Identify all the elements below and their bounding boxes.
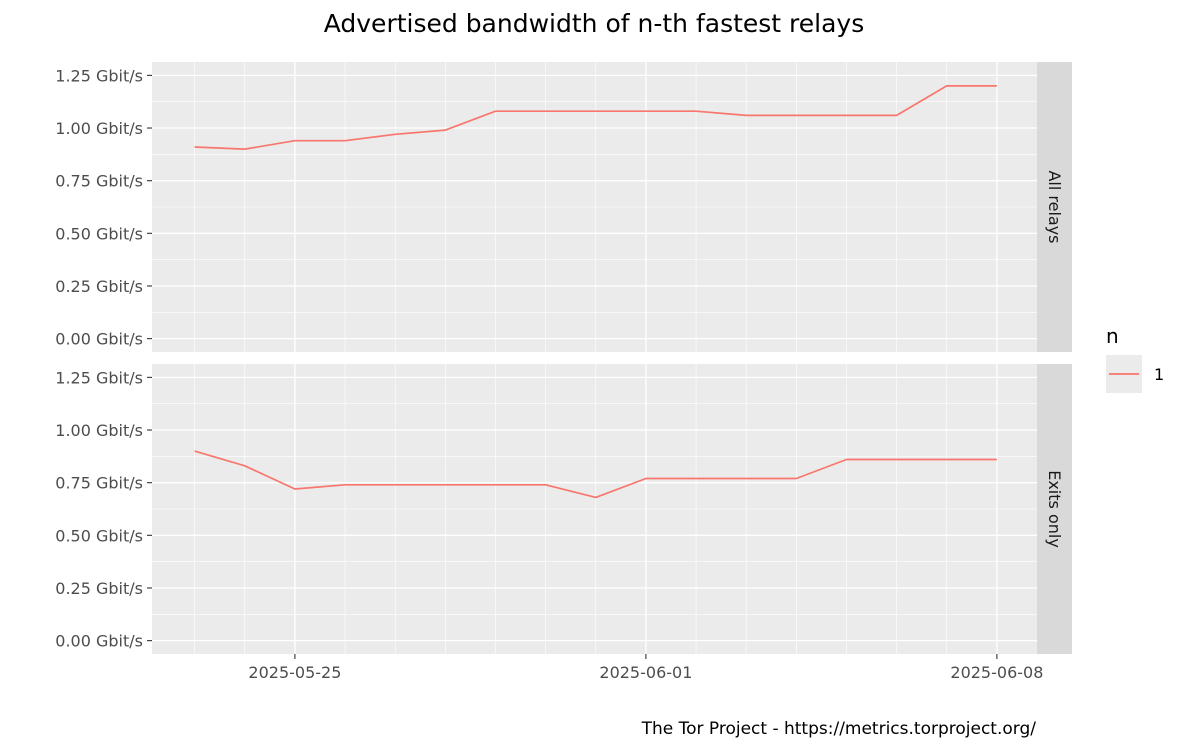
series-line-1 <box>194 450 997 499</box>
y-tick-label: 1.25 Gbit/s <box>55 368 143 387</box>
y-tick-label: 0.75 Gbit/s <box>55 172 143 191</box>
x-axis: 2025-05-25 2025-06-01 2025-06-08 <box>248 654 1043 682</box>
y-tick-label: 0.25 Gbit/s <box>55 579 143 598</box>
x-tick-label: 2025-05-25 <box>248 663 341 682</box>
x-tick-label: 2025-06-01 <box>599 663 692 682</box>
y-tick-label: 0.25 Gbit/s <box>55 277 143 296</box>
panel-exits-only: 0.00 Gbit/s 0.25 Gbit/s 0.50 Gbit/s 0.75 Gb… <box>55 364 1072 654</box>
y-tick-label: 0.00 Gbit/s <box>55 330 143 349</box>
y-tick-label: 1.00 Gbit/s <box>55 421 143 440</box>
legend: n 1 <box>1106 324 1164 393</box>
y-tick-label: 0.50 Gbit/s <box>55 526 143 545</box>
series-line-1 <box>194 85 997 150</box>
y-tick-label: 1.00 Gbit/s <box>55 119 143 138</box>
chart-title: Advertised bandwidth of n-th fastest rel… <box>324 9 865 38</box>
chart-caption: The Tor Project - https://metrics.torpro… <box>641 719 1037 739</box>
facet-strip-label: All relays <box>1045 170 1064 243</box>
facet-strip <box>1037 364 1072 654</box>
panel-all-relays: 0.00 Gbit/s 0.25 Gbit/s 0.50 Gbit/s 0.75 Gb… <box>55 62 1072 352</box>
legend-title: n <box>1106 324 1119 348</box>
facet-strip-label: Exits only <box>1045 470 1064 548</box>
panels: 0.00 Gbit/s 0.25 Gbit/s 0.50 Gbit/s 0.75 Gb… <box>55 62 1072 654</box>
y-tick-label: 1.25 Gbit/s <box>55 66 143 85</box>
facet-strip <box>1037 62 1072 352</box>
y-tick-label: 0.50 Gbit/s <box>55 224 143 243</box>
x-tick-label: 2025-06-08 <box>950 663 1043 682</box>
legend-entry-label: 1 <box>1154 365 1164 384</box>
y-tick-label: 0.00 Gbit/s <box>55 632 143 651</box>
y-tick-label: 0.75 Gbit/s <box>55 474 143 493</box>
